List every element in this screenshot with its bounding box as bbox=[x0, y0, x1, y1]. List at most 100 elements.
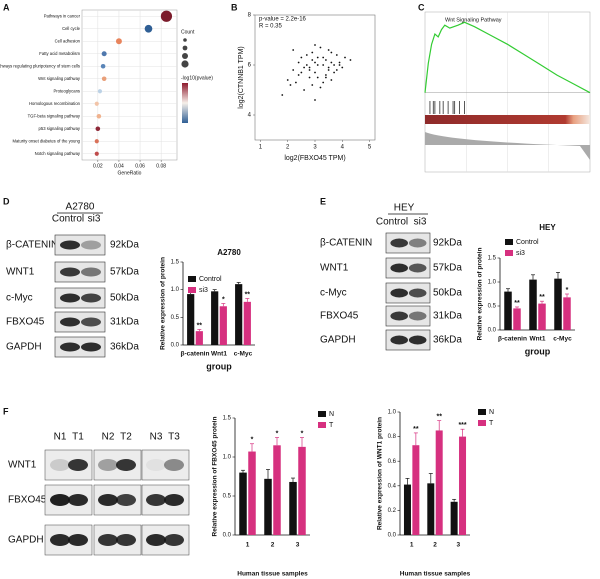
significance: * bbox=[222, 296, 225, 303]
dot bbox=[94, 151, 99, 156]
band bbox=[98, 534, 118, 546]
x-tick-label: 2 bbox=[271, 542, 275, 549]
protein-label: GAPDH bbox=[8, 535, 44, 546]
bar bbox=[211, 291, 219, 345]
legend-swatch bbox=[478, 420, 486, 426]
x-tick-label: β-catenin bbox=[181, 351, 210, 358]
bar bbox=[248, 451, 256, 535]
point bbox=[297, 74, 300, 76]
bar bbox=[187, 294, 195, 345]
y-tick-label: Signaling pathways regulating pluripoten… bbox=[0, 63, 80, 68]
x-tick-label: 5 bbox=[368, 145, 372, 151]
panel-label: D bbox=[3, 196, 10, 206]
legend-title: Count bbox=[181, 29, 195, 35]
bar bbox=[195, 331, 203, 345]
protein-label: c-Myc bbox=[6, 293, 33, 304]
y-tick-label: Cell adhesion bbox=[55, 38, 81, 43]
bar bbox=[563, 297, 571, 330]
lane-label: T2 bbox=[120, 432, 132, 443]
band bbox=[50, 494, 70, 506]
protein-label: GAPDH bbox=[6, 342, 42, 353]
x-tick-label: 0.04 bbox=[114, 163, 124, 169]
point bbox=[289, 84, 292, 86]
point bbox=[300, 56, 303, 59]
band bbox=[164, 494, 184, 506]
color-bar bbox=[182, 83, 188, 123]
x-tick-label: 1 bbox=[410, 542, 414, 549]
size-label: 36kDa bbox=[433, 335, 462, 346]
y-tick-label: Proteoglycans bbox=[53, 88, 80, 93]
size-label: 31kDa bbox=[433, 311, 462, 322]
x-tick-label: Wnt1 bbox=[211, 351, 227, 358]
dot bbox=[94, 139, 99, 144]
significance: ** bbox=[436, 413, 442, 420]
x-tick-label: 2 bbox=[433, 542, 437, 549]
point bbox=[322, 56, 325, 59]
significance: * bbox=[251, 437, 254, 444]
bar bbox=[435, 430, 443, 535]
protein-label: WNT1 bbox=[6, 267, 35, 278]
bar bbox=[459, 436, 467, 535]
y-tick-label: 1.5 bbox=[488, 256, 497, 262]
protein-label: FBXO45 bbox=[320, 311, 359, 322]
point bbox=[319, 86, 322, 89]
band bbox=[81, 342, 101, 352]
legend-title: -log10(pvalue) bbox=[181, 75, 213, 81]
y-tick-label: 0.0 bbox=[171, 343, 180, 349]
point bbox=[327, 69, 330, 71]
chart-title: HEY bbox=[539, 223, 556, 232]
legend-label: si3 bbox=[516, 250, 525, 257]
y-tick-label: 0.5 bbox=[223, 494, 232, 500]
cell-line: A2780 bbox=[66, 202, 95, 213]
size-label: 92kDa bbox=[110, 240, 139, 251]
bar bbox=[289, 481, 297, 535]
x-tick-label: c-Myc bbox=[553, 336, 572, 343]
x-axis-label: log2(FBXO45 TPM) bbox=[284, 155, 345, 162]
y-tick-label: 0.0 bbox=[388, 533, 397, 539]
point bbox=[316, 76, 319, 79]
point bbox=[335, 69, 338, 71]
point bbox=[316, 56, 319, 59]
bar bbox=[298, 446, 306, 535]
legend-swatch bbox=[318, 422, 326, 428]
band bbox=[390, 238, 409, 248]
band bbox=[146, 534, 166, 546]
y-tick-label: Wnt signaling pathway bbox=[38, 76, 81, 81]
bar bbox=[450, 501, 458, 535]
legend-swatch bbox=[505, 239, 513, 245]
significance: ** bbox=[245, 291, 251, 298]
y-tick-label: 0.5 bbox=[171, 315, 180, 321]
bar bbox=[538, 303, 546, 330]
band bbox=[81, 267, 101, 277]
size-label: 57kDa bbox=[110, 267, 139, 278]
y-tick-label: p53 signaling pathway bbox=[39, 126, 81, 131]
point bbox=[327, 66, 330, 69]
legend-swatch bbox=[505, 250, 513, 256]
legend-swatch bbox=[188, 287, 196, 293]
point bbox=[286, 79, 289, 81]
protein-label: β-CATENIN bbox=[6, 240, 58, 251]
y-tick-label: Homologous recombination bbox=[29, 101, 81, 106]
band bbox=[390, 311, 409, 321]
band bbox=[408, 288, 427, 298]
band bbox=[146, 494, 166, 506]
lane-label: Control bbox=[52, 214, 84, 225]
band bbox=[164, 534, 184, 546]
x-tick-label: 3 bbox=[313, 145, 317, 151]
y-tick-label: 0.0 bbox=[223, 533, 232, 539]
band bbox=[50, 534, 70, 546]
point bbox=[308, 76, 311, 79]
dot bbox=[101, 76, 107, 82]
protein-label: WNT1 bbox=[320, 263, 349, 274]
x-tick-label: 1 bbox=[246, 542, 250, 549]
point bbox=[330, 51, 333, 54]
x-tick-label: β-catenin bbox=[498, 336, 527, 343]
y-tick-label: 0.2 bbox=[388, 508, 397, 514]
dot bbox=[101, 51, 107, 57]
point bbox=[297, 61, 300, 64]
band bbox=[60, 293, 80, 303]
legend-label: N bbox=[489, 409, 494, 416]
point bbox=[344, 56, 346, 59]
dot bbox=[94, 101, 99, 106]
